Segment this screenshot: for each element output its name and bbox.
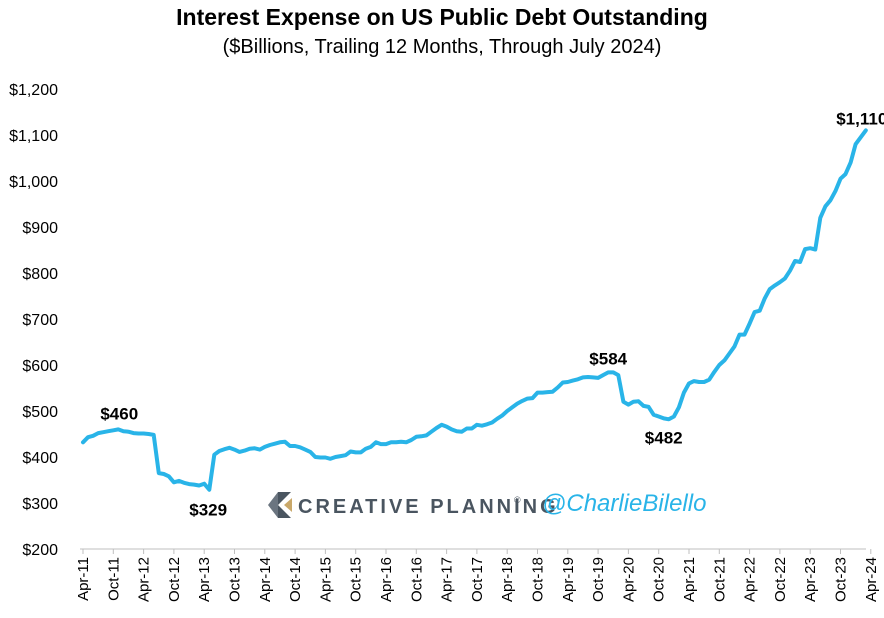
y-tick-label: $1,200 [9, 82, 58, 99]
data-label: $584 [589, 349, 627, 368]
x-tick-label: Apr-16 [378, 557, 395, 602]
y-tick-label: $1,100 [9, 128, 58, 145]
x-tick-label: Apr-14 [257, 557, 274, 602]
watermark: CREATIVE PLANNING ® @CharlieBilello [268, 490, 706, 518]
x-tick-label: Oct-23 [833, 557, 850, 602]
y-axis: $200 $300 $400 $500 $600 $700 $800 $900 $1,000 $1… [9, 82, 58, 559]
x-tick-label: Apr-12 [136, 557, 153, 602]
x-tick-label: Oct-15 [348, 557, 365, 602]
x-tick-label: Apr-21 [681, 557, 698, 602]
data-labels: $460 $329 $584 $482 $1,110 [100, 109, 884, 519]
creative-planning-logo-icon [268, 492, 292, 518]
series-line [81, 128, 868, 492]
creative-planning-brand: CREATIVE PLANNING [298, 496, 559, 518]
y-tick-label: $600 [22, 358, 58, 375]
x-tick-label: Apr-19 [560, 557, 577, 602]
x-tick-label: Apr-11 [75, 557, 92, 601]
chart-title: Interest Expense on US Public Debt Outst… [176, 4, 708, 30]
y-tick-label: $500 [22, 404, 58, 421]
x-tick-label: Apr-24 [863, 557, 880, 602]
x-tick-label: Apr-13 [196, 557, 213, 602]
x-tick-label: Oct-19 [590, 557, 607, 602]
y-tick-label: $800 [22, 266, 58, 283]
x-tick-label: Oct-21 [711, 557, 728, 602]
author-handle: @CharlieBilello [542, 490, 706, 517]
x-tick-label: Oct-14 [287, 557, 304, 602]
x-tick-label: Oct-13 [227, 557, 244, 602]
x-tick-label: Apr-20 [620, 557, 637, 602]
data-label: $460 [100, 404, 138, 423]
x-tick-label: Oct-16 [408, 557, 425, 602]
y-tick-label: $300 [22, 496, 58, 513]
trademark-symbol: ® [514, 495, 521, 505]
y-tick-label: $1,000 [9, 174, 58, 191]
x-tick-label: Oct-11 [105, 557, 122, 601]
x-tick-label: Apr-23 [802, 557, 819, 602]
x-tick-label: Oct-20 [651, 557, 668, 602]
x-tick-label: Oct-12 [166, 557, 183, 602]
data-label: $329 [189, 501, 227, 520]
data-label: $1,110 [836, 109, 884, 128]
x-tick-label: Oct-17 [469, 557, 486, 602]
x-tick-label: Apr-17 [439, 557, 456, 602]
y-tick-label: $200 [22, 542, 58, 559]
x-axis: Apr-11 Oct-11 Apr-12 Oct-12 Apr-13 Oct-13 Apr-… [75, 548, 880, 602]
y-tick-label: $700 [22, 312, 58, 329]
y-tick-label: $900 [22, 220, 58, 237]
chart-subtitle: ($Billions, Trailing 12 Months, Through … [222, 36, 662, 58]
x-tick-label: Apr-22 [742, 557, 759, 602]
x-tick-label: Apr-18 [499, 557, 516, 602]
data-label: $482 [645, 428, 683, 447]
x-tick-label: Apr-15 [317, 557, 334, 602]
y-tick-label: $400 [22, 450, 58, 467]
x-tick-label: Oct-18 [530, 557, 547, 602]
x-tick-label: Oct-22 [772, 557, 789, 602]
